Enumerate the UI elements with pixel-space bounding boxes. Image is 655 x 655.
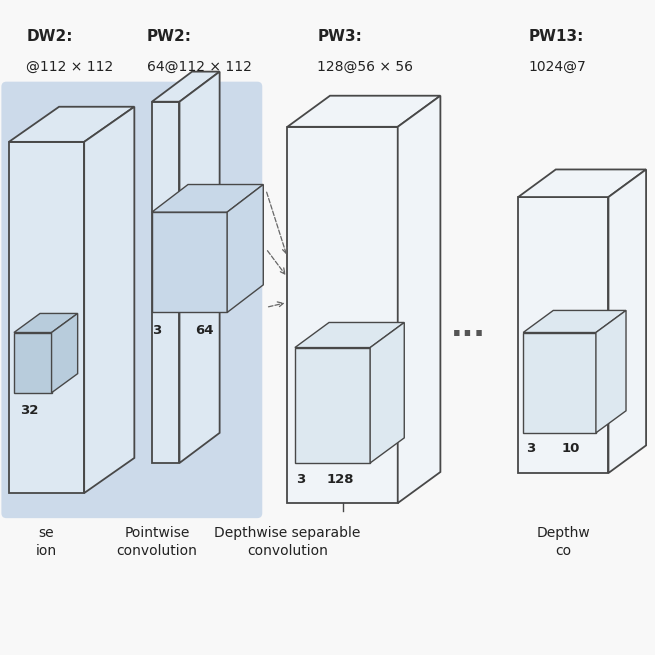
Text: 3: 3	[526, 442, 535, 455]
Polygon shape	[179, 71, 219, 463]
Text: PW2:: PW2:	[147, 29, 192, 44]
Polygon shape	[295, 348, 370, 463]
Polygon shape	[288, 96, 440, 127]
Text: 64@112 × 112: 64@112 × 112	[147, 60, 252, 73]
FancyBboxPatch shape	[1, 82, 262, 518]
Text: Depthw
co: Depthw co	[536, 526, 590, 558]
Polygon shape	[370, 322, 404, 463]
Polygon shape	[152, 212, 227, 312]
Text: Depthwise separable
convolution: Depthwise separable convolution	[214, 526, 360, 558]
Polygon shape	[152, 185, 263, 212]
Text: 10: 10	[561, 442, 580, 455]
Text: 3: 3	[296, 472, 305, 485]
Polygon shape	[288, 127, 398, 503]
Polygon shape	[596, 310, 626, 433]
Polygon shape	[9, 142, 84, 493]
Polygon shape	[608, 170, 646, 473]
Polygon shape	[227, 185, 263, 312]
Polygon shape	[518, 170, 646, 197]
Polygon shape	[523, 333, 596, 433]
Text: 3: 3	[153, 324, 162, 337]
Polygon shape	[9, 107, 134, 142]
Polygon shape	[295, 322, 404, 348]
Text: @112 × 112: @112 × 112	[26, 60, 114, 73]
Polygon shape	[14, 333, 52, 393]
Text: 1024@7: 1024@7	[528, 60, 586, 73]
Text: DW2:: DW2:	[26, 29, 73, 44]
Text: 64: 64	[195, 324, 214, 337]
Text: 32: 32	[20, 403, 38, 417]
Polygon shape	[52, 314, 78, 393]
Polygon shape	[14, 314, 78, 333]
Polygon shape	[152, 71, 219, 102]
Polygon shape	[518, 197, 608, 473]
Polygon shape	[152, 102, 179, 463]
Text: PW13:: PW13:	[528, 29, 584, 44]
Text: 128: 128	[326, 472, 354, 485]
Polygon shape	[523, 310, 626, 333]
Text: PW3:: PW3:	[318, 29, 362, 44]
Text: Pointwise
convolution: Pointwise convolution	[117, 526, 197, 558]
Text: ...: ...	[451, 313, 485, 342]
Polygon shape	[398, 96, 440, 503]
Polygon shape	[84, 107, 134, 493]
Text: 128@56 × 56: 128@56 × 56	[318, 60, 413, 73]
Text: se
ion: se ion	[36, 526, 57, 558]
